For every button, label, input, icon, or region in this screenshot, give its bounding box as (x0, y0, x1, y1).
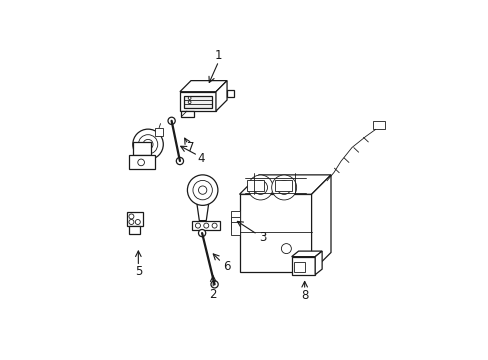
Polygon shape (183, 96, 211, 108)
Circle shape (281, 244, 291, 253)
Circle shape (135, 220, 140, 225)
Polygon shape (311, 175, 330, 272)
Text: 7: 7 (187, 141, 194, 154)
Circle shape (277, 181, 290, 194)
Polygon shape (127, 212, 142, 226)
Text: 5: 5 (134, 265, 142, 278)
Polygon shape (294, 262, 305, 272)
Polygon shape (315, 251, 322, 275)
Polygon shape (196, 201, 208, 221)
Circle shape (198, 186, 206, 194)
Polygon shape (128, 226, 140, 234)
Circle shape (198, 229, 205, 237)
Text: 2: 2 (209, 288, 217, 301)
Circle shape (138, 135, 158, 154)
Circle shape (187, 175, 218, 205)
Polygon shape (239, 194, 311, 272)
Circle shape (188, 101, 191, 104)
Polygon shape (247, 180, 264, 192)
Polygon shape (231, 211, 239, 224)
Polygon shape (372, 121, 385, 129)
Circle shape (188, 97, 191, 99)
Polygon shape (231, 222, 239, 235)
Polygon shape (291, 257, 315, 275)
Polygon shape (128, 156, 155, 169)
Circle shape (210, 281, 218, 288)
Text: 4: 4 (197, 152, 204, 165)
Polygon shape (180, 81, 226, 92)
Text: 6: 6 (223, 260, 230, 273)
Polygon shape (192, 221, 220, 230)
Circle shape (253, 181, 267, 194)
Polygon shape (155, 128, 163, 136)
Circle shape (193, 180, 212, 200)
Circle shape (195, 223, 200, 228)
Circle shape (138, 159, 144, 166)
Circle shape (168, 117, 175, 125)
Polygon shape (133, 141, 150, 156)
Text: 1: 1 (215, 49, 222, 62)
Circle shape (133, 129, 163, 159)
Circle shape (271, 175, 296, 200)
Polygon shape (274, 180, 291, 192)
Circle shape (247, 175, 272, 200)
Polygon shape (216, 81, 226, 111)
Circle shape (176, 157, 183, 165)
Polygon shape (239, 175, 330, 194)
Polygon shape (180, 92, 216, 111)
Text: 3: 3 (259, 231, 266, 244)
Polygon shape (291, 251, 322, 257)
Polygon shape (231, 217, 239, 229)
Circle shape (129, 214, 134, 219)
Circle shape (203, 223, 208, 228)
Circle shape (129, 220, 134, 225)
Polygon shape (181, 111, 193, 117)
Polygon shape (226, 90, 233, 97)
Circle shape (212, 223, 217, 228)
Circle shape (143, 139, 153, 149)
Text: 8: 8 (300, 289, 308, 302)
